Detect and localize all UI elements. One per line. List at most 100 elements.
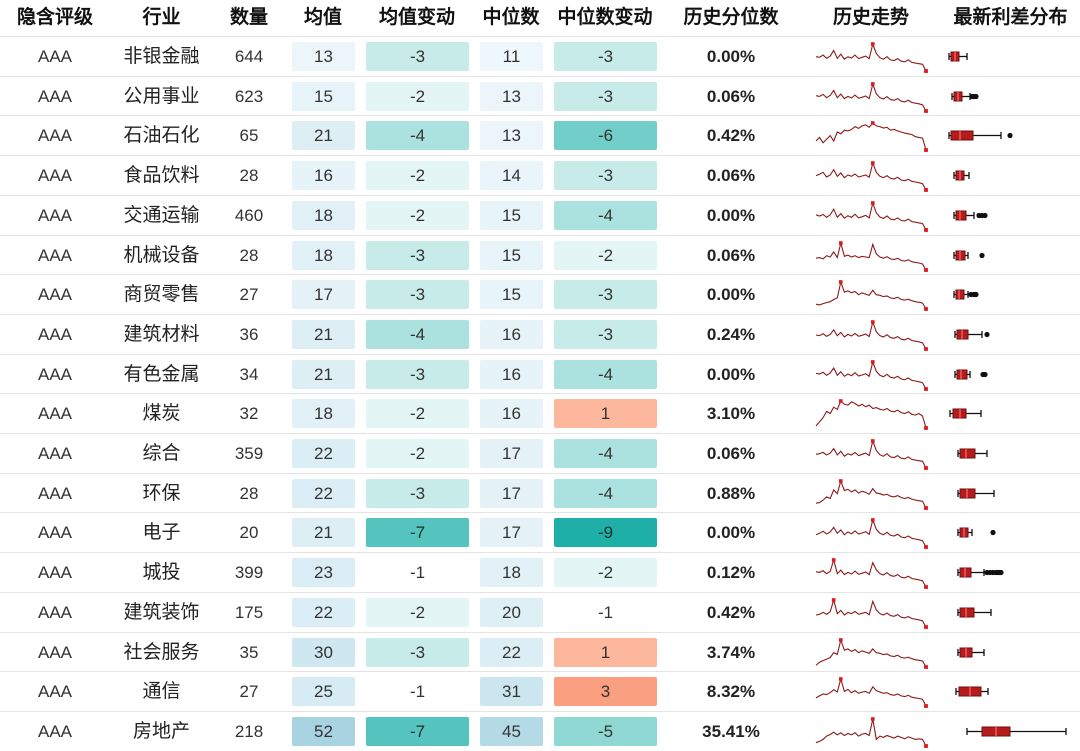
table-header: 隐含评级 行业 数量 均值 均值变动 中位数 中位数变动 历史分位数 历史走势 …: [0, 0, 1080, 36]
box-outlier: [973, 292, 979, 298]
industry-cell: 交通运输: [123, 204, 200, 226]
trend-max-marker: [871, 121, 875, 126]
trend-max-marker: [839, 478, 843, 483]
median-cell: 15: [480, 200, 543, 230]
trend-line: [815, 677, 927, 707]
industry-cell: 机械设备: [123, 244, 200, 266]
trend-sparkline: [815, 518, 928, 550]
median-cell: 14: [480, 161, 543, 191]
table-row: AAA 有色金属 34 21 -3 16 -4 0.00%: [0, 353, 1080, 394]
median-change-cell: -9: [554, 518, 657, 548]
median-change-cell: -2: [554, 240, 657, 270]
mean-cell: 22: [292, 439, 355, 468]
median-cell: 16: [480, 399, 543, 429]
mean-change-cell: -3: [366, 359, 469, 389]
spread-boxplot: [954, 369, 988, 380]
rating-cell: AAA: [37, 47, 73, 66]
rating-cell: AAA: [37, 642, 73, 662]
spread-boxplot: [951, 91, 979, 102]
percentile-cell: 0.24%: [706, 324, 756, 344]
median-cell: 15: [480, 280, 543, 310]
table-row: AAA 食品饮料 28 16 -2 14 -3 0.06%: [0, 155, 1080, 195]
table-row: AAA 社会服务 35 30 -3 22 1 3.74%: [0, 631, 1080, 672]
mean-cell: 30: [292, 637, 355, 667]
trend-max-marker: [871, 42, 875, 46]
spread-boxplot: [948, 51, 968, 62]
mean-change-cell: -3: [366, 280, 469, 310]
trend-last-marker: [924, 624, 928, 629]
spread-boxplot: [948, 130, 1013, 141]
mean-change-cell: -1: [366, 558, 469, 588]
trend-max-marker: [871, 161, 875, 165]
trend-line: [815, 42, 927, 72]
mean-cell: 25: [292, 677, 355, 707]
median-change-cell: -4: [554, 200, 657, 230]
count-cell: 218: [234, 721, 264, 741]
trend-max-marker: [839, 280, 843, 284]
box-outlier: [990, 530, 996, 536]
header-trend: 历史走势: [832, 7, 909, 28]
mean-cell: 21: [292, 121, 355, 151]
mean-cell: 16: [292, 161, 355, 191]
trend-last-marker: [924, 704, 928, 708]
mean-cell: 18: [292, 200, 355, 230]
percentile-cell: 0.00%: [706, 47, 756, 66]
trend-last-marker: [924, 347, 928, 351]
spread-boxplot: [953, 170, 970, 181]
count-cell: 399: [234, 563, 264, 583]
mean-cell: 21: [292, 518, 355, 548]
industry-cell: 通信: [142, 681, 181, 703]
trend-sparkline: [815, 280, 928, 311]
table-row: AAA 机械设备 28 18 -3 15 -2 0.06%: [0, 234, 1080, 275]
count-cell: 32: [239, 404, 259, 424]
median-change-cell: -3: [554, 280, 657, 310]
median-change-cell: -6: [554, 121, 657, 151]
box-outlier: [982, 212, 988, 218]
trend-sparkline: [815, 42, 928, 73]
percentile-cell: 0.00%: [706, 205, 756, 225]
industry-cell: 综合: [142, 443, 181, 464]
median-change-cell: 1: [554, 399, 657, 429]
trend-line: [815, 280, 927, 310]
rating-cell: AAA: [37, 523, 73, 543]
table-row: AAA 环保 28 22 -3 17 -4 0.88%: [0, 472, 1080, 513]
table-row: AAA 房地产 218 52 -7 45 -5 35.41%: [0, 710, 1080, 751]
header-rating: 隐含评级: [16, 7, 93, 28]
count-cell: 27: [239, 285, 259, 305]
count-cell: 359: [234, 444, 264, 463]
trend-max-marker: [871, 359, 875, 364]
industry-cell: 社会服务: [123, 641, 200, 663]
median-change-cell: -4: [554, 478, 657, 508]
rating-cell: AAA: [37, 364, 73, 384]
mean-change-cell: -3: [366, 637, 469, 667]
trend-last-marker: [924, 188, 928, 192]
trend-line: [815, 400, 927, 429]
trend-sparkline: [815, 637, 928, 669]
trend-sparkline: [815, 161, 928, 192]
trend-line: [815, 359, 927, 389]
rating-cell: AAA: [37, 245, 73, 265]
median-change-cell: -3: [554, 319, 657, 349]
header-industry: 行业: [142, 7, 181, 28]
trend-sparkline: [815, 81, 928, 113]
mean-change-cell: -2: [366, 81, 469, 111]
header-median: 中位数: [482, 7, 540, 28]
industry-cell: 公用事业: [123, 85, 200, 107]
industry-cell: 电子: [142, 522, 181, 544]
mean-cell: 17: [292, 280, 355, 310]
spread-boxplot: [953, 250, 985, 260]
mean-cell: 22: [292, 597, 355, 627]
median-change-cell: 3: [554, 677, 657, 707]
median-cell: 16: [480, 359, 543, 389]
trend-sparkline: [815, 121, 928, 153]
trend-last-marker: [924, 664, 928, 669]
header-count: 数量: [229, 7, 268, 28]
trend-line: [815, 122, 927, 151]
trend-line: [815, 161, 927, 191]
table-row: AAA 城投 399 23 -1 18 -2 0.12%: [0, 552, 1080, 592]
trend-max-marker: [871, 439, 875, 443]
box-outlier: [979, 252, 985, 258]
count-cell: 644: [234, 47, 264, 66]
count-cell: 28: [239, 483, 259, 503]
box-outlier: [973, 93, 979, 99]
